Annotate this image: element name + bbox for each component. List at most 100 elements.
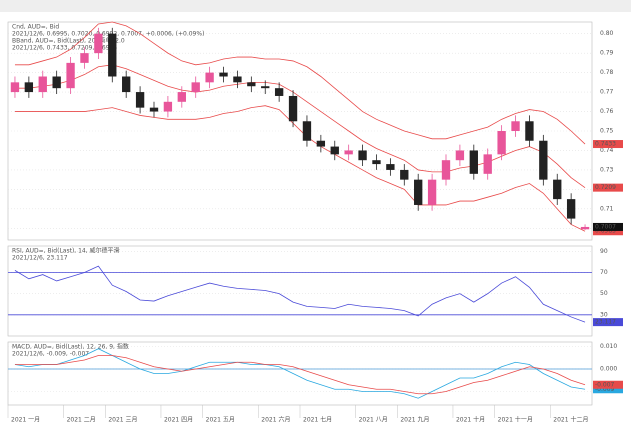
- candle-body: [52, 76, 61, 89]
- overlay-subtitle: 2021/12/6, 0.7433, 0.7209, 0.6985: [12, 45, 117, 52]
- candle-body: [483, 154, 492, 174]
- last-value-box: [593, 227, 623, 236]
- candle-body: [10, 82, 20, 93]
- candle-body: [441, 160, 451, 180]
- last-value-box: [593, 318, 623, 327]
- y-tick-label: 0.75: [600, 128, 614, 135]
- legend-subtitle: 2021/12/6, -0.009, -0.007: [12, 351, 89, 358]
- candle-body: [372, 160, 381, 165]
- candle-body: [233, 76, 242, 83]
- y-tick-label: 0.77: [600, 89, 614, 96]
- toolbar: [0, 0, 631, 12]
- candle-body: [261, 86, 270, 89]
- legend-subtitle: 2021/12/6, 23.117: [12, 255, 68, 262]
- x-tick-label: 2021 二月: [67, 417, 96, 424]
- indicator-line: [14, 355, 586, 395]
- candle-body: [525, 121, 534, 141]
- last-value-label: 23.117: [595, 319, 616, 326]
- candle-body: [539, 140, 548, 180]
- x-tick-label: 2021 五月: [206, 417, 235, 424]
- price-label: 0.7007: [595, 223, 616, 230]
- price-box: [593, 222, 623, 231]
- legend-title: RSI, AUD=, Bid(Last), 14, 威尔德平滑: [12, 247, 120, 255]
- candle-body: [219, 72, 228, 77]
- y-tick-label: 0.010: [600, 343, 617, 350]
- candle-body: [414, 179, 423, 205]
- candle-body: [358, 150, 367, 161]
- overlay-title: BBand, AUD=, Bid(Last), 20, 简单, 2.0: [12, 37, 125, 45]
- indicator-line: [14, 348, 586, 399]
- x-tick-label: 2021 十二月: [553, 416, 588, 424]
- y-tick-label: 30: [600, 311, 608, 318]
- candle-body: [316, 140, 326, 147]
- candle-body: [163, 101, 173, 112]
- candle-body: [108, 33, 117, 77]
- bollinger-band: [14, 21, 586, 145]
- x-tick-label: 2021 八月: [359, 417, 388, 424]
- x-tick-label: 2021 六月: [261, 416, 290, 424]
- candle-body: [553, 179, 562, 200]
- y-tick-label: 70: [600, 269, 608, 276]
- y-tick-label: 0.73: [600, 166, 614, 173]
- candle-body: [149, 107, 159, 112]
- candle-body: [330, 146, 339, 155]
- last-value-label: 0.7209: [595, 184, 616, 191]
- candle-body: [469, 150, 478, 174]
- candle-body: [344, 150, 353, 155]
- y-tick-label: 0.74: [600, 147, 614, 154]
- candle-body: [566, 199, 576, 219]
- candle-body: [80, 53, 89, 63]
- x-tick-label: 2021 十一月: [498, 416, 533, 424]
- candle-body: [94, 33, 103, 54]
- last-value-label: 0.7433: [595, 141, 616, 148]
- candle-body: [288, 95, 298, 122]
- last-value-label: 0.6985: [595, 228, 616, 235]
- y-tick-label: 0.79: [600, 50, 614, 57]
- y-tick-label: 50: [600, 290, 608, 297]
- x-tick-label: 2021 四月: [164, 417, 193, 424]
- last-value-box: [593, 140, 623, 149]
- x-tick-label: 2021 十月: [456, 416, 485, 424]
- candle-body: [24, 82, 34, 93]
- candle-body: [511, 121, 520, 131]
- x-tick-label: 2021 一月: [11, 417, 40, 424]
- candle-body: [205, 72, 214, 83]
- candle-body: [135, 92, 145, 108]
- x-tick-label: 2021 三月: [108, 417, 137, 424]
- legend-title: MACD, AUD=, Bid(Last), 12, 26, 9, 指数: [12, 343, 129, 351]
- candle-body: [38, 76, 47, 93]
- last-value-box: [593, 385, 623, 394]
- x-tick-label: 2021 七月: [303, 416, 332, 424]
- last-value-box: [593, 183, 623, 192]
- candle-body: [122, 76, 131, 93]
- candle-body: [400, 169, 409, 180]
- candle-body: [274, 88, 284, 96]
- candle-body: [497, 131, 506, 155]
- candle-body: [580, 226, 590, 230]
- candle-body: [191, 82, 200, 93]
- candle-body: [427, 179, 437, 205]
- panel-frame: [7, 245, 593, 337]
- y-tick-label: 0.78: [600, 69, 614, 76]
- y-tick-label: 90: [600, 248, 608, 255]
- y-tick-label: 0.80: [600, 30, 614, 37]
- last-value-label: -0.009: [595, 386, 615, 393]
- candle-body: [177, 92, 186, 102]
- y-tick-label: 0.76: [600, 108, 614, 115]
- last-value-label: -0.007: [595, 381, 615, 388]
- chart-area: [0, 12, 631, 436]
- candle-body: [455, 150, 465, 161]
- candle-body: [247, 82, 256, 87]
- x-tick-label: 2021 九月: [400, 416, 429, 424]
- y-tick-label: 0.71: [600, 205, 614, 212]
- legend-title: Cnd, AUD=, Bid: [12, 24, 59, 31]
- indicator-line: [14, 265, 586, 323]
- bollinger-band: [14, 105, 586, 232]
- candle-body: [386, 164, 395, 170]
- candle-body: [66, 62, 75, 89]
- last-value-box: [593, 380, 623, 389]
- candle-body: [302, 121, 312, 141]
- y-tick-label: 0.000: [600, 366, 617, 373]
